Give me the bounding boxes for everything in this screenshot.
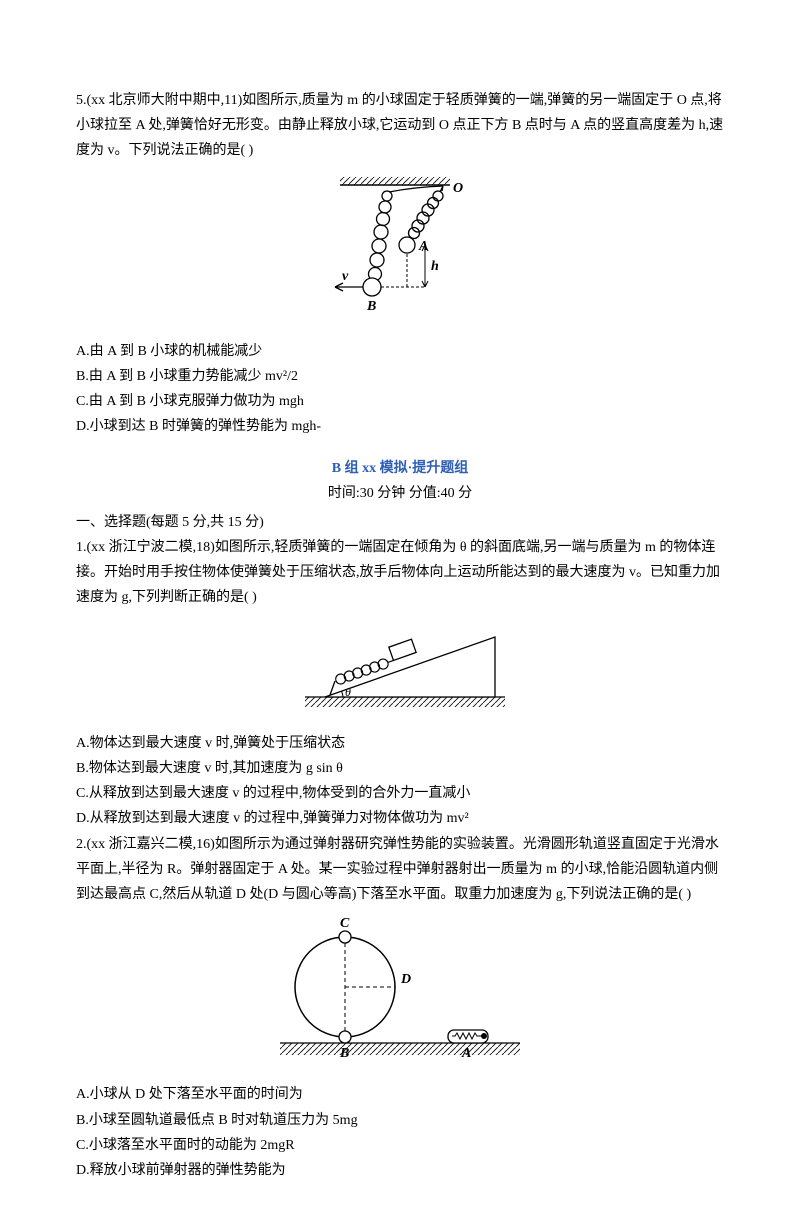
svg-text:h: h	[431, 259, 439, 274]
q5-opt-d: D.小球到达 B 时弹簧的弹性势能为 mgh-	[76, 414, 724, 439]
section-1-title: 一、选择题(每题 5 分,共 15 分)	[76, 510, 724, 535]
q1-opt-c: C.从释放到达到最大速度 v 的过程中,物体受到的合外力一直减小	[76, 781, 724, 806]
svg-text:A: A	[418, 239, 428, 254]
q2-figure: C D B A	[76, 915, 724, 1074]
svg-text:B: B	[339, 1046, 349, 1061]
q5-opt-c: C.由 A 到 B 小球克服弹力做功为 mgh	[76, 389, 724, 414]
svg-text:C: C	[340, 916, 350, 931]
group-subtitle: 时间:30 分钟 分值:40 分	[76, 481, 724, 506]
q5-opt-a: A.由 A 到 B 小球的机械能减少	[76, 339, 724, 364]
q2-opt-c: C.小球落至水平面时的动能为 2mgR	[76, 1133, 724, 1158]
svg-text:θ: θ	[345, 685, 351, 699]
q1-opt-d: D.从释放到达到最大速度 v 的过程中,弹簧弹力对物体做功为 mv²	[76, 806, 724, 831]
svg-text:O: O	[453, 181, 463, 196]
svg-text:D: D	[400, 972, 411, 987]
q1-opt-a: A.物体达到最大速度 v 时,弹簧处于压缩状态	[76, 731, 724, 756]
svg-text:B: B	[366, 299, 376, 314]
q5-figure: O A B v h	[76, 172, 724, 331]
q5-opt-b: B.由 A 到 B 小球重力势能减少 mv²/2	[76, 364, 724, 389]
group-title: B 组 xx 模拟·提升题组	[76, 456, 724, 481]
q1-figure: θ	[76, 619, 724, 723]
q5-stem: 5.(xx 北京师大附中期中,11)如图所示,质量为 m 的小球固定于轻质弹簧的…	[76, 88, 724, 164]
svg-text:A: A	[461, 1046, 471, 1061]
q2-opt-d: D.释放小球前弹射器的弹性势能为	[76, 1158, 724, 1183]
svg-text:v: v	[342, 269, 349, 284]
q2-opt-a: A.小球从 D 处下落至水平面的时间为	[76, 1082, 724, 1107]
q2-stem: 2.(xx 浙江嘉兴二模,16)如图所示为通过弹射器研究弹性势能的实验装置。光滑…	[76, 832, 724, 908]
q2-opt-b: B.小球至圆轨道最低点 B 时对轨道压力为 5mg	[76, 1108, 724, 1133]
q1-stem: 1.(xx 浙江宁波二模,18)如图所示,轻质弹簧的一端固定在倾角为 θ 的斜面…	[76, 535, 724, 611]
q1-opt-b: B.物体达到最大速度 v 时,其加速度为 g sin θ	[76, 756, 724, 781]
